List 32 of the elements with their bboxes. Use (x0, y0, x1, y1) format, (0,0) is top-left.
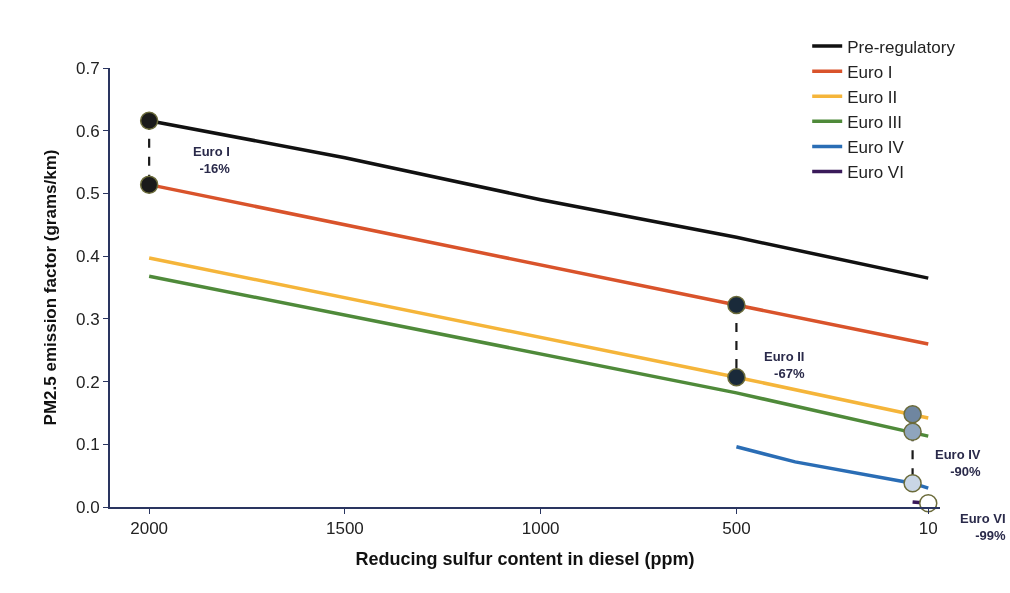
y-tick-label: 0.0 (75, 497, 100, 517)
annotation: Euro II -67% (764, 349, 805, 381)
point (139, 111, 159, 130)
x-tick-label: 1000 (521, 519, 560, 539)
annotation: Euro I -16% (193, 144, 231, 176)
legend-label: Pre-regulatory (847, 37, 956, 57)
y-tick-label: 0.7 (75, 58, 100, 78)
x-tick-label: 500 (722, 519, 751, 539)
y-tick-label: 0.1 (75, 435, 100, 455)
x-tick-label: 1500 (326, 519, 364, 539)
point (903, 473, 922, 493)
annotation: Euro IV -90% (935, 447, 981, 479)
text: Euro VI -99% (960, 511, 1006, 543)
y-tick-label: 0.2 (75, 372, 100, 392)
legend-label: Euro VI (847, 163, 904, 183)
legend-label: Euro IV (847, 138, 905, 158)
y-tick-label: 0.4 (75, 247, 100, 267)
legend-label: Euro I (847, 62, 893, 82)
y-axis-title: PM2.5 emission factor (grams/km) (41, 149, 61, 426)
point (727, 295, 746, 315)
y-tick-label: 0.3 (75, 309, 100, 329)
legend-label: Euro III (847, 112, 903, 132)
point (139, 175, 159, 194)
point (727, 367, 746, 387)
x-axis-title: Reducing sulfur content in diesel (ppm) (355, 549, 695, 569)
point (903, 422, 922, 441)
x-tick-label: 10 (918, 519, 938, 539)
y-tick-label: 0.6 (75, 121, 100, 141)
legend-label: Euro II (847, 87, 898, 107)
y-tick-label: 0.5 (75, 184, 100, 204)
point (903, 404, 922, 424)
x-tick-label: 2000 (130, 519, 169, 539)
